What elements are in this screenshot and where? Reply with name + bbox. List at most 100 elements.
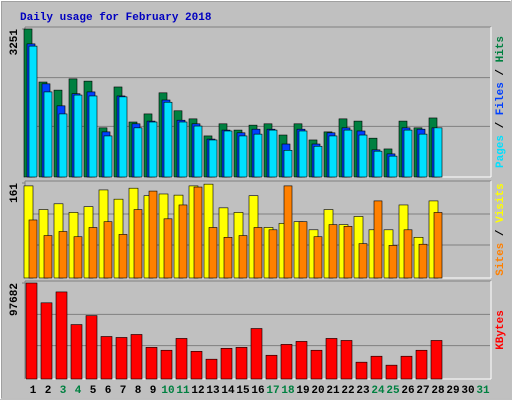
x-tick-label: 11 xyxy=(176,385,190,397)
bar xyxy=(415,349,428,380)
bar xyxy=(388,245,398,279)
x-tick-label: 18 xyxy=(281,385,295,397)
bar xyxy=(358,134,368,178)
x-tick-label: 4 xyxy=(75,385,82,397)
bar xyxy=(118,234,128,279)
legend: Sites / Visits xyxy=(495,183,507,275)
bar xyxy=(355,361,368,380)
y-tick-label: 97682 xyxy=(9,283,21,316)
bar xyxy=(208,139,218,178)
legend-entry: Hits xyxy=(495,36,507,62)
bar xyxy=(283,185,293,279)
bar xyxy=(298,130,308,178)
bar xyxy=(208,227,218,279)
bar xyxy=(418,133,428,178)
x-tick-label: 6 xyxy=(105,385,112,397)
x-tick-label: 2 xyxy=(45,385,52,397)
bar xyxy=(178,204,188,279)
bar xyxy=(280,344,293,380)
bar xyxy=(70,324,83,380)
y-tick-label: 161 xyxy=(9,183,21,203)
x-tick-label: 31 xyxy=(476,385,490,397)
bar xyxy=(28,45,38,178)
bar xyxy=(58,113,68,178)
x-tick-label: 5 xyxy=(90,385,97,397)
bar xyxy=(223,236,233,279)
x-tick-label: 27 xyxy=(416,385,429,397)
bar xyxy=(385,364,398,380)
x-tick-label: 9 xyxy=(150,385,157,397)
bar xyxy=(88,227,98,279)
y-tick-label: 3251 xyxy=(9,29,21,56)
bar xyxy=(193,125,203,178)
bar xyxy=(238,135,248,178)
bar xyxy=(253,227,263,279)
bar xyxy=(178,121,188,178)
bar xyxy=(403,129,413,178)
bar xyxy=(430,340,443,380)
bar xyxy=(253,133,263,178)
x-tick-label: 21 xyxy=(326,385,340,397)
x-tick-label: 25 xyxy=(386,385,400,397)
x-tick-label: 20 xyxy=(311,385,324,397)
bar xyxy=(265,354,278,380)
legend: Pages / Files / Hits xyxy=(495,36,507,168)
bar xyxy=(223,130,233,178)
bar xyxy=(220,348,233,380)
x-tick-label: 3 xyxy=(60,385,67,397)
bar xyxy=(358,243,368,279)
legend-entry: Pages xyxy=(495,135,507,168)
bar xyxy=(163,101,173,178)
bar xyxy=(295,341,308,380)
bar xyxy=(73,236,83,279)
bar xyxy=(328,224,338,279)
x-tick-label: 23 xyxy=(356,385,370,397)
bar xyxy=(373,200,383,279)
bar xyxy=(238,235,248,279)
x-tick-label: 10 xyxy=(161,385,174,397)
bar xyxy=(28,219,38,279)
bar xyxy=(298,221,308,279)
bar xyxy=(193,186,203,279)
bar xyxy=(190,351,203,380)
bar xyxy=(328,135,338,178)
x-tick-label: 28 xyxy=(431,385,445,397)
bar xyxy=(73,94,83,178)
bar xyxy=(250,328,263,380)
legend-entry: KBytes xyxy=(495,310,507,350)
bar xyxy=(418,243,428,279)
bar xyxy=(433,212,443,279)
bar xyxy=(43,235,53,279)
bar xyxy=(103,221,113,279)
bar xyxy=(55,291,68,380)
bar xyxy=(373,150,383,178)
bar xyxy=(343,226,353,279)
x-tick-label: 15 xyxy=(236,385,250,397)
bar xyxy=(100,336,113,380)
bar xyxy=(283,149,293,178)
bar xyxy=(85,315,98,380)
bar xyxy=(235,347,248,380)
x-tick-label: 24 xyxy=(371,385,385,397)
bar xyxy=(25,282,38,380)
bar xyxy=(388,155,398,178)
legend-separator: / xyxy=(495,223,507,243)
bar xyxy=(313,145,323,178)
bar xyxy=(43,91,53,178)
legend: KBytes xyxy=(495,310,507,350)
legend-separator: / xyxy=(495,62,507,82)
bar xyxy=(103,135,113,178)
x-tick-label: 30 xyxy=(461,385,474,397)
bar xyxy=(340,340,353,380)
x-tick-label: 26 xyxy=(401,385,414,397)
bar xyxy=(40,302,53,380)
x-tick-label: 29 xyxy=(446,385,459,397)
bar xyxy=(88,95,98,178)
legend-separator: / xyxy=(495,115,507,135)
x-tick-label: 16 xyxy=(251,385,264,397)
bar xyxy=(148,190,158,279)
bar xyxy=(268,229,278,279)
bar xyxy=(118,96,128,178)
bar xyxy=(145,347,158,380)
